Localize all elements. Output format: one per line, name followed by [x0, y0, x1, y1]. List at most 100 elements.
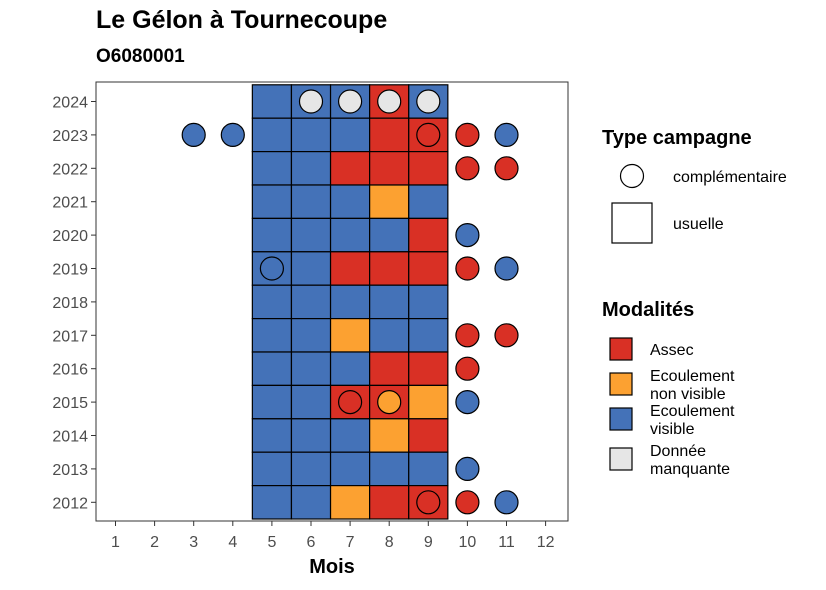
cell-2022-5 — [251, 151, 293, 186]
cell-2024-5 — [251, 84, 293, 119]
cell-2019-7 — [329, 251, 371, 286]
cell-2022-9 — [408, 151, 449, 186]
cell-2012-5 — [251, 485, 293, 520]
point-2017-11 — [494, 323, 519, 348]
point-2016-10 — [455, 356, 480, 381]
y-tick-label-2014: 2014 — [52, 429, 88, 446]
cell-2016-7 — [329, 351, 371, 387]
cell-2023-8 — [369, 117, 410, 153]
cell-2020-6 — [290, 217, 332, 253]
point-2017-10 — [455, 323, 480, 348]
x-tick-label-7: 7 — [346, 534, 355, 551]
legend-key-ecoulement-non-visible — [609, 372, 633, 396]
cell-2017-6 — [290, 318, 332, 353]
point-2012-10 — [455, 490, 480, 515]
cell-2012-6 — [290, 485, 332, 520]
cell-2020-8 — [369, 217, 410, 253]
cell-2017-9 — [408, 318, 449, 353]
point-2024-8 — [377, 89, 402, 114]
legend-shape-title: Type campagne — [602, 127, 752, 149]
point-2023-9 — [416, 122, 441, 147]
legend-square-key — [611, 202, 653, 244]
chart-title: Le Gélon à Tournecoupe — [96, 6, 388, 34]
x-tick-label-3: 3 — [189, 534, 198, 551]
point-2015-8 — [377, 390, 402, 415]
cell-2018-6 — [290, 284, 332, 320]
x-tick-label-4: 4 — [228, 534, 237, 551]
y-tick-label-2023: 2023 — [52, 128, 88, 145]
x-tick-label-10: 10 — [459, 534, 477, 551]
point-2019-11 — [494, 256, 519, 281]
cell-2012-8 — [369, 485, 410, 520]
cell-2013-8 — [369, 451, 410, 487]
cell-2014-5 — [251, 418, 293, 453]
legend-label-ecoulement-non-visible-2: non visible — [650, 386, 726, 403]
cell-2018-7 — [329, 284, 371, 320]
x-tick-label-6: 6 — [307, 534, 316, 551]
y-tick-label-2022: 2022 — [52, 161, 88, 178]
legend-fill-title: Modalités — [602, 299, 694, 321]
chart-subtitle: O6080001 — [96, 46, 185, 67]
y-tick-label-2012: 2012 — [52, 495, 88, 512]
cell-2015-6 — [290, 384, 332, 420]
cell-2018-9 — [408, 284, 449, 320]
point-2013-10 — [455, 456, 480, 481]
cell-2021-8 — [369, 184, 410, 220]
x-tick-label-8: 8 — [385, 534, 394, 551]
cell-2023-5 — [251, 117, 293, 153]
x-tick-label-2: 2 — [150, 534, 159, 551]
x-tick-label-12: 12 — [537, 534, 555, 551]
legend-key-donnee-manquante — [609, 447, 633, 471]
point-2019-10 — [455, 256, 480, 281]
cell-2020-7 — [329, 217, 371, 253]
point-2023-3 — [181, 122, 206, 147]
x-axis-title: Mois — [309, 556, 355, 578]
cell-2013-6 — [290, 451, 332, 487]
point-2024-9 — [416, 89, 441, 114]
point-2024-6 — [298, 89, 324, 114]
cell-2017-5 — [251, 318, 293, 353]
legend-label-assec-1: Assec — [650, 342, 694, 359]
point-2022-11 — [494, 156, 519, 181]
cell-2014-9 — [408, 418, 449, 453]
legend-shape-label-complementaire: complémentaire — [673, 169, 787, 186]
legend-label-ecoulement-non-visible-1: Ecoulement — [650, 368, 735, 385]
axes-layer: 2024 2023 2022 2021 2020 2019 2018 2017 2016 2015… — [52, 95, 554, 579]
x-tick-label-5: 5 — [267, 534, 276, 551]
cell-2021-5 — [251, 184, 293, 220]
x-tick-label-11: 11 — [498, 534, 515, 551]
cell-2020-9 — [408, 217, 449, 253]
point-2023-10 — [455, 122, 480, 147]
legend-key-ecoulement-visible — [609, 407, 633, 431]
cell-2014-8 — [369, 418, 410, 453]
cell-2015-9 — [408, 384, 449, 420]
y-tick-label-2019: 2019 — [52, 262, 88, 279]
cell-2014-7 — [329, 418, 371, 453]
cell-2018-8 — [369, 284, 410, 320]
x-tick-label-9: 9 — [424, 534, 433, 551]
y-tick-label-2020: 2020 — [52, 228, 88, 245]
cell-2022-7 — [329, 151, 371, 186]
point-2022-10 — [455, 156, 480, 181]
y-tick-label-2017: 2017 — [52, 328, 88, 345]
point-2020-10 — [455, 223, 480, 248]
cell-2017-8 — [369, 318, 410, 353]
cell-2021-7 — [329, 184, 371, 220]
point-2012-11 — [494, 490, 519, 515]
legend-shape-label-usuelle: usuelle — [673, 216, 724, 233]
cell-2016-5 — [251, 351, 293, 387]
cell-2020-5 — [251, 217, 293, 253]
point-2024-7 — [338, 89, 363, 114]
y-tick-label-2021: 2021 — [52, 195, 88, 212]
point-2015-10 — [455, 390, 480, 415]
legend-circle-key — [619, 163, 645, 189]
cell-2021-6 — [290, 184, 332, 220]
y-tick-label-2018: 2018 — [52, 295, 88, 312]
cell-2022-6 — [290, 151, 332, 186]
legend-label-ecoulement-visible-2: visible — [650, 421, 695, 438]
y-tick-label-2015: 2015 — [52, 395, 88, 412]
cell-2014-6 — [290, 418, 332, 453]
cell-2019-9 — [408, 251, 449, 286]
cell-2017-7 — [329, 318, 371, 353]
